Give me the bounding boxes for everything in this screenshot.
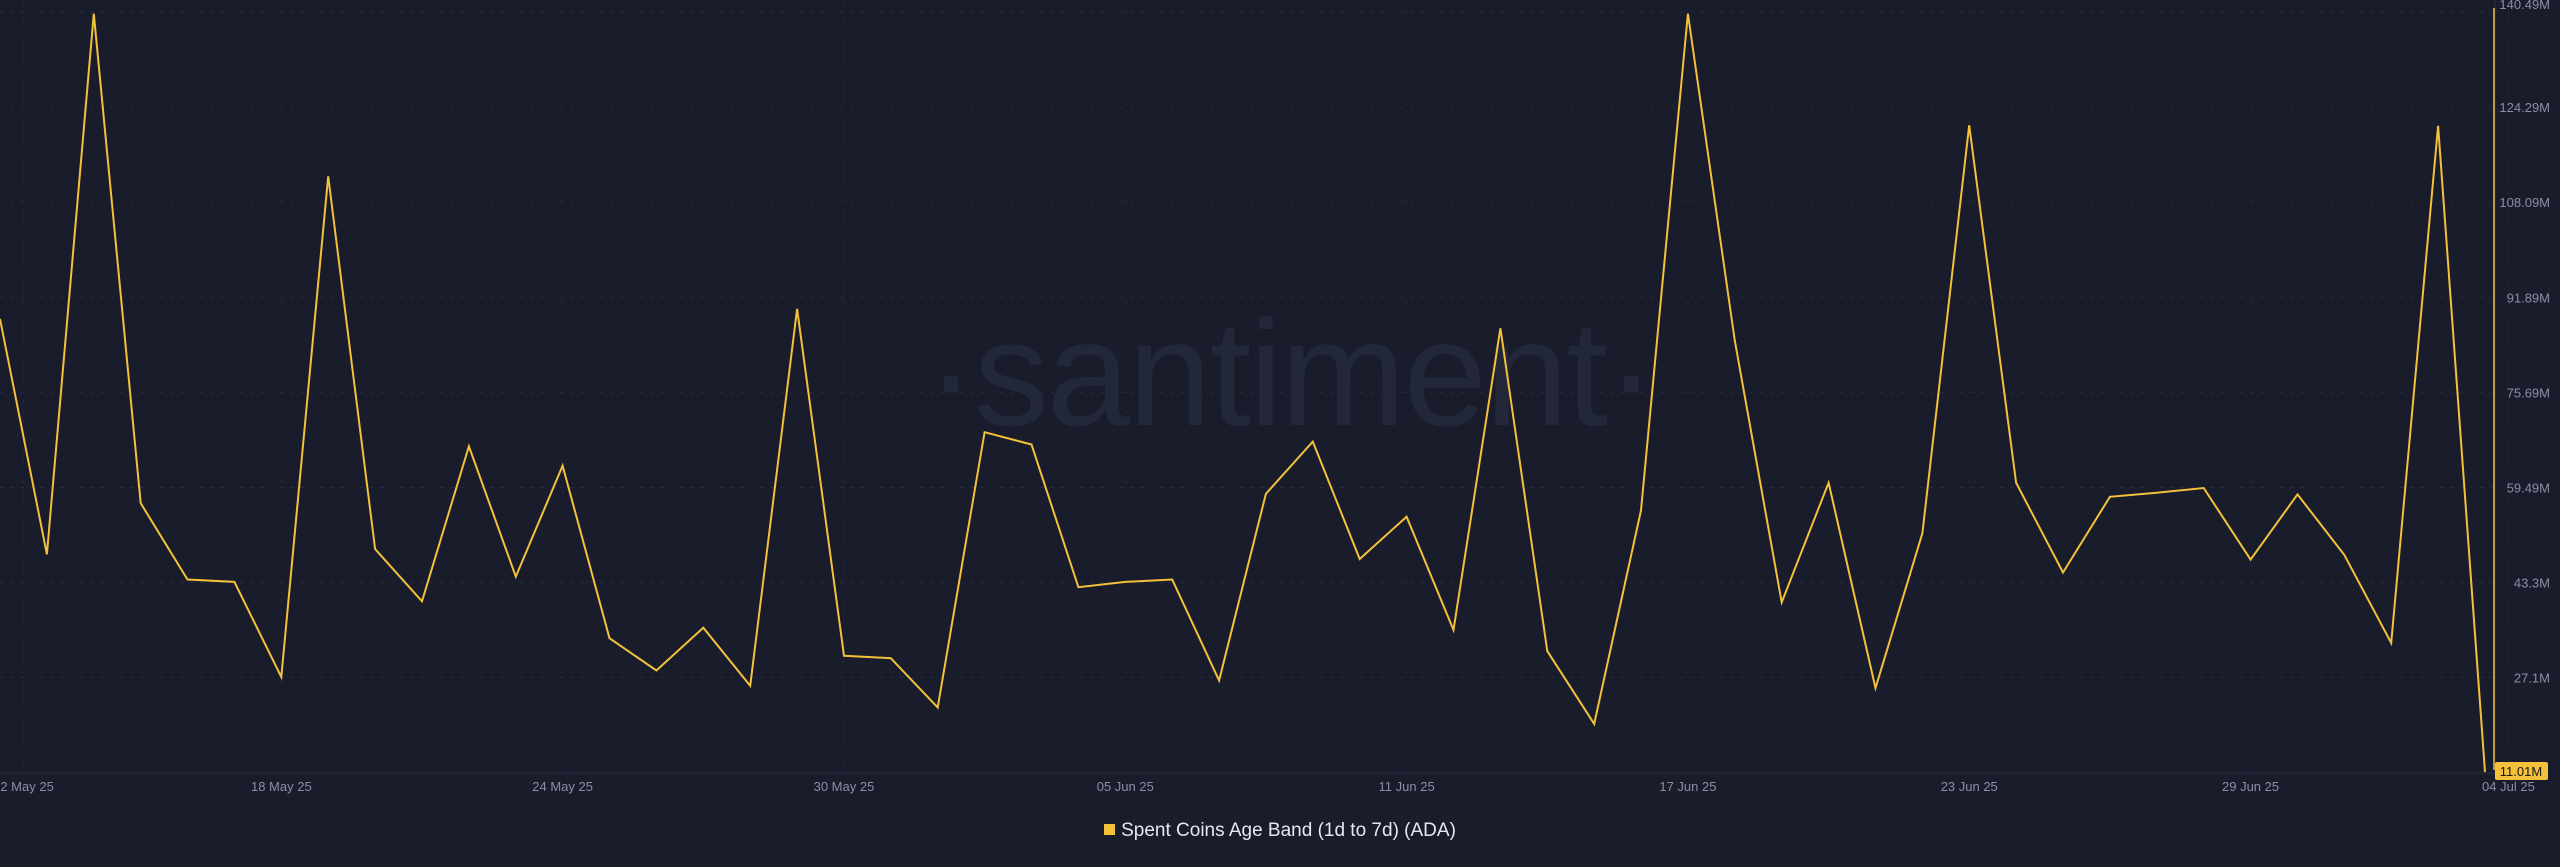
y-tick-label: 27.1M (2514, 671, 2550, 686)
series (0, 8, 2495, 773)
y-tick-label: 91.89M (2507, 290, 2550, 305)
x-tick-label: 04 Jul 25 (2482, 779, 2535, 794)
grid (0, 0, 2509, 772)
y-tick-label: 124.29M (2499, 100, 2550, 115)
x-tick-label: 24 May 25 (532, 779, 593, 794)
last-value-marker: 11.01M (2495, 762, 2548, 780)
legend-swatch (1104, 824, 1116, 835)
santiment-watermark: ·santiment· (926, 289, 1654, 457)
x-tick-label: 18 May 25 (251, 779, 312, 794)
y-tick-label: 59.49M (2507, 480, 2550, 495)
y-axis: 140.49M 124.29M 108.09M 91.89M 75.69M 59.49M 4… (2499, 0, 2550, 686)
last-value-badge (2495, 762, 2548, 780)
x-tick-label: 30 May 25 (814, 779, 875, 794)
y-tick-label: 43.3M (2514, 575, 2550, 590)
legend[interactable]: Spent Coins Age Band (1d to 7d) (ADA) (0, 820, 2560, 842)
x-tick-label: 05 Jun 25 (1097, 779, 1154, 794)
x-tick-label: 17 Jun 25 (1659, 779, 1716, 794)
series-line (0, 13, 2486, 773)
legend-label: Spent Coins Age Band (1d to 7d) (ADA) (1121, 820, 1456, 841)
last-value-label: 11.01M (2500, 764, 2542, 779)
x-tick-label: 12 May 25 (0, 779, 54, 794)
y-tick-label: 75.69M (2507, 385, 2550, 400)
y-tick-label: 108.09M (2499, 195, 2550, 210)
y-tick-label: 140.49M (2499, 0, 2550, 12)
x-axis: 12 May 25 18 May 25 24 May 25 30 May 25 05 J… (0, 779, 2535, 794)
x-tick-label: 29 Jun 25 (2222, 779, 2279, 794)
x-tick-label: 11 Jun 25 (1379, 779, 1435, 794)
x-tick-label: 23 Jun 25 (1941, 779, 1998, 794)
